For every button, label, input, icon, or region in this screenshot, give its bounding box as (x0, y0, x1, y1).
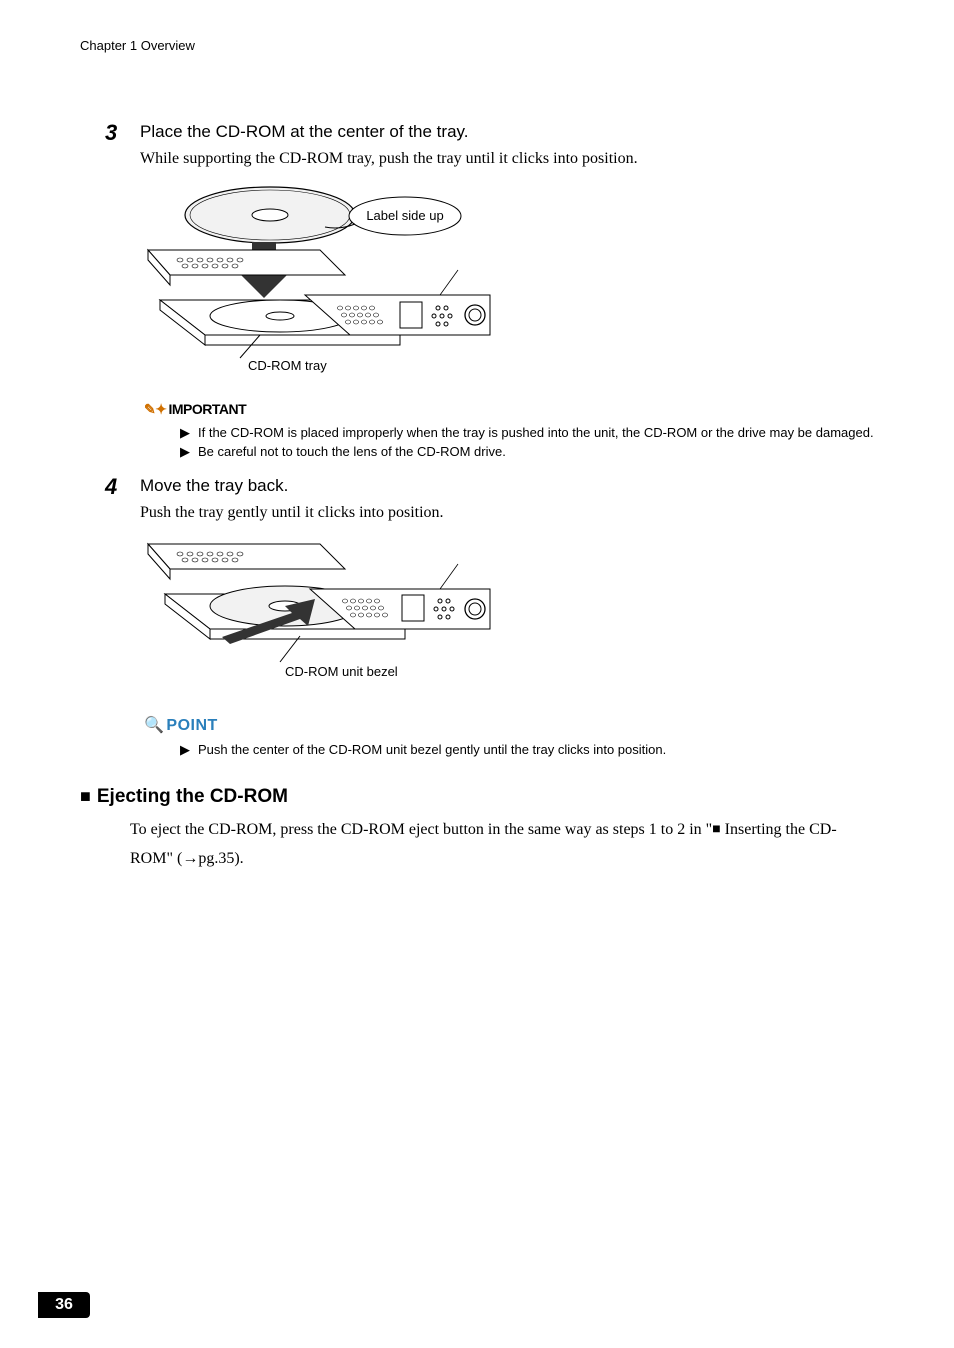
important-item: ▶ If the CD-ROM is placed improperly whe… (180, 424, 874, 443)
page: Chapter 1 Overview 3 Place the CD-ROM at… (0, 0, 954, 1348)
step-4-body: Push the tray gently until it clicks int… (140, 502, 874, 524)
step-4-title: Move the tray back. (140, 474, 874, 496)
step-3-body: While supporting the CD-ROM tray, push t… (140, 148, 874, 170)
tray-label-text: CD-ROM tray (248, 358, 327, 373)
step-4: 4 Move the tray back. Push the tray gent… (140, 474, 874, 760)
bullet-arrow-icon: ▶ (180, 741, 198, 760)
point-label: POINT (166, 717, 217, 734)
inline-square-icon: ■ (712, 822, 720, 837)
important-badge: ✎✦IMPORTANT (140, 399, 250, 420)
step-3-figure: Label side up (140, 180, 874, 375)
important-item-text: If the CD-ROM is placed improperly when … (198, 424, 874, 443)
point-badge: 🔍POINT (140, 713, 222, 737)
important-list: ▶ If the CD-ROM is placed improperly whe… (180, 424, 874, 462)
step-3-title: Place the CD-ROM at the center of the tr… (140, 120, 874, 142)
important-item-text: Be careful not to touch the lens of the … (198, 443, 506, 462)
content-area: 3 Place the CD-ROM at the center of the … (80, 120, 874, 874)
bullet-arrow-icon: ▶ (180, 424, 198, 443)
step-number-4: 4 (105, 474, 117, 500)
section-heading-text: Ejecting the CD-ROM (97, 786, 288, 807)
point-item: ▶ Push the center of the CD-ROM unit bez… (180, 741, 874, 760)
bezel-label-text: CD-ROM unit bezel (285, 664, 398, 679)
label-side-up-text: Label side up (366, 208, 443, 223)
section-heading: ■ Ejecting the CD-ROM (80, 786, 874, 808)
chapter-header: Chapter 1 Overview (80, 38, 195, 53)
step-4-figure: CD-ROM unit bezel (140, 534, 874, 689)
step-number-3: 3 (105, 120, 117, 146)
page-number: 36 (38, 1292, 90, 1318)
section-body-post: " (→pg.35). (166, 850, 243, 867)
point-icon: 🔍 (144, 717, 164, 734)
important-label: IMPORTANT (168, 401, 246, 417)
important-item: ▶ Be careful not to touch the lens of th… (180, 443, 874, 462)
important-icon: ✎✦ (144, 401, 166, 417)
square-bullet-icon: ■ (80, 786, 91, 806)
cd-tray-close-illustration: CD-ROM unit bezel (140, 534, 500, 689)
point-list: ▶ Push the center of the CD-ROM unit bez… (180, 741, 874, 760)
bullet-arrow-icon: ▶ (180, 443, 198, 462)
point-item-text: Push the center of the CD-ROM unit bezel… (198, 741, 666, 760)
cd-insert-illustration: Label side up (140, 180, 500, 375)
section-body: To eject the CD-ROM, press the CD-ROM ej… (130, 816, 854, 874)
step-3: 3 Place the CD-ROM at the center of the … (140, 120, 874, 462)
section-body-pre: To eject the CD-ROM, press the CD-ROM ej… (130, 821, 712, 838)
